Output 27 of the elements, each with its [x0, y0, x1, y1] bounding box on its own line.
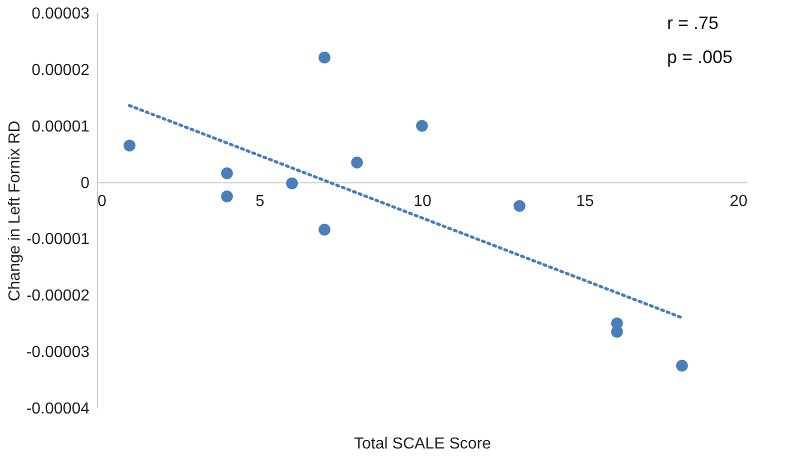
x-tick-label: 15 — [576, 192, 594, 210]
y-tick-label: -0.00001 — [26, 231, 90, 248]
y-axis-title: Change in Left Fornix RD — [6, 120, 24, 302]
point — [124, 140, 136, 152]
point — [221, 190, 233, 202]
y-tick-label: 0.00001 — [32, 118, 90, 136]
y-tick-label: -0.00003 — [26, 344, 90, 362]
point — [351, 156, 363, 168]
y-tick-label: 0.00002 — [32, 62, 90, 79]
x-tick-label: 0 — [98, 192, 106, 210]
point — [286, 178, 298, 190]
annotation: p = .005 — [667, 47, 733, 67]
annotation: r = .75 — [667, 13, 719, 33]
y-tick-label: -0.00002 — [26, 288, 90, 305]
point — [318, 52, 330, 64]
point — [514, 200, 526, 212]
point — [676, 360, 688, 372]
x-tick-label: 20 — [730, 192, 748, 210]
point — [416, 120, 428, 132]
x-tick-label: 5 — [256, 192, 265, 210]
y-tick-label: 0.00003 — [32, 6, 90, 22]
y-tick-label: 0 — [80, 174, 90, 192]
y-tick-label: -0.00004 — [26, 400, 90, 418]
x-tick-label: 10 — [414, 192, 432, 210]
point — [318, 224, 330, 236]
x-axis-title: Total SCALE Score — [354, 436, 492, 452]
point — [221, 167, 233, 180]
